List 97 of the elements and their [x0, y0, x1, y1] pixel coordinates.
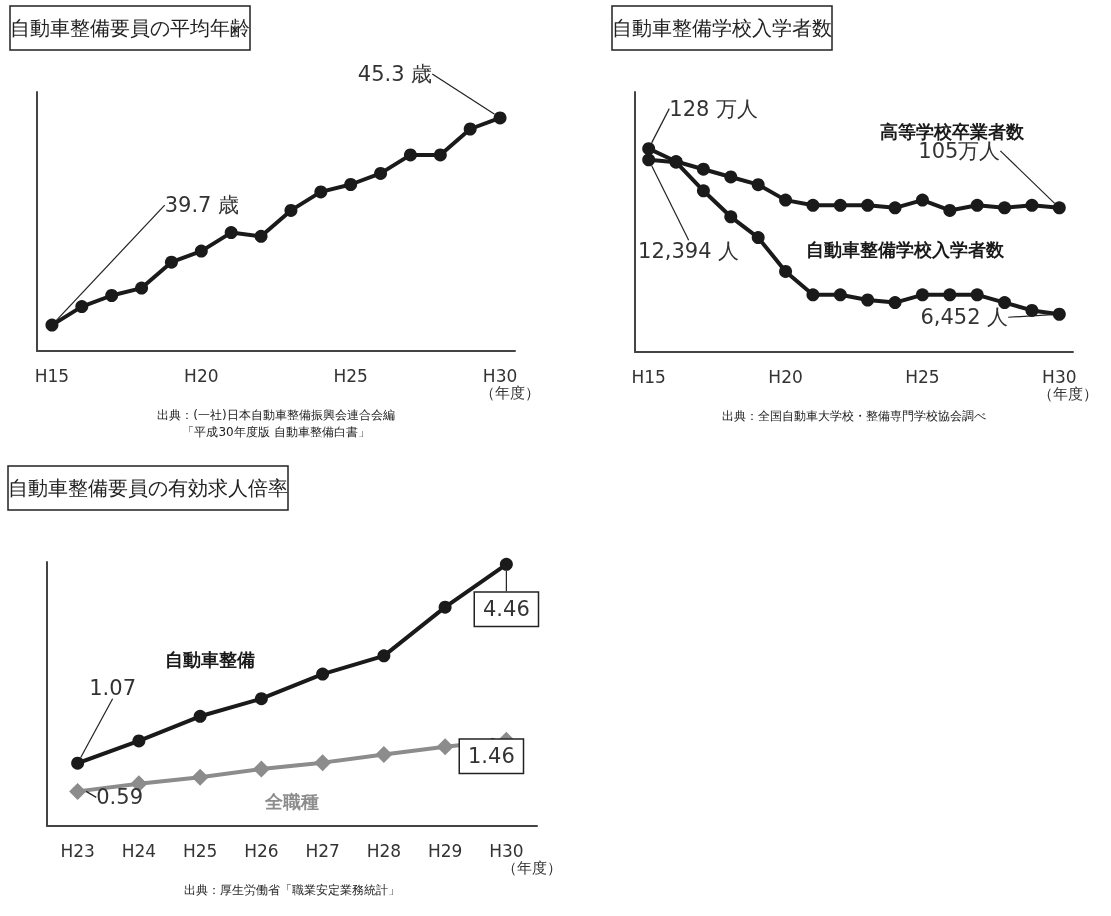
point: [314, 754, 332, 772]
point: [375, 745, 393, 763]
point: [861, 293, 875, 307]
point: [779, 193, 793, 207]
point: [915, 288, 929, 302]
point: [438, 600, 452, 614]
point: [71, 756, 85, 770]
point: [433, 148, 447, 162]
x-tick-label: H27: [305, 840, 340, 861]
point: [224, 226, 238, 240]
point: [191, 768, 209, 786]
x-tick-label: H29: [427, 840, 463, 861]
point: [284, 203, 298, 217]
x-axis-title: （年度）: [1038, 384, 1098, 403]
x-tick-label: H25: [182, 840, 218, 861]
point: [1052, 307, 1066, 321]
x-tick-label: H30: [1042, 366, 1077, 387]
series-label: 自動車整備: [165, 648, 255, 670]
x-axis-title: （年度）: [480, 383, 540, 402]
point: [436, 738, 454, 756]
point: [970, 288, 984, 302]
point: [806, 288, 820, 302]
point: [751, 231, 765, 245]
data-label: 128 万人: [669, 96, 759, 121]
point: [344, 178, 358, 191]
chart-title: 自動車整備要員の有効求人倍率: [8, 476, 288, 500]
point: [915, 193, 929, 207]
point: [135, 281, 149, 295]
x-tick-label: H28: [366, 840, 402, 861]
x-tick-label: H20: [184, 365, 219, 386]
point: [463, 122, 477, 136]
point: [132, 734, 146, 748]
chart-title: 自動車整備学校入学者数: [612, 16, 832, 40]
x-tick-label: H20: [768, 366, 803, 387]
point: [888, 201, 902, 215]
point: [75, 300, 89, 314]
point: [1025, 303, 1039, 317]
point: [252, 760, 270, 778]
point: [943, 288, 957, 302]
data-label: 0.59: [96, 785, 144, 810]
point: [888, 296, 902, 310]
point: [806, 198, 820, 212]
point: [164, 255, 178, 269]
data-label: 6,452 人: [920, 305, 1009, 330]
point: [193, 709, 207, 723]
chart-title: 自動車整備要員の平均年齢: [10, 16, 250, 40]
point: [105, 289, 119, 302]
x-tick-label: H15: [631, 366, 666, 387]
point: [833, 288, 847, 302]
x-tick-label: H23: [60, 840, 95, 861]
point: [751, 178, 765, 192]
point: [943, 203, 957, 217]
data-label: 12,394 人: [638, 238, 740, 263]
point: [642, 153, 656, 167]
x-tick-label: H26: [244, 840, 279, 861]
source-note: 出典：(一社)日本自動車整備振興会連合会編: [157, 408, 395, 422]
point: [374, 166, 388, 180]
data-label: 39.7 歳: [164, 193, 240, 218]
series-label: 自動車整備学校入学者数: [806, 238, 1005, 260]
point: [861, 198, 875, 212]
text: 「平成30年度版 自動車整備白書」: [182, 425, 370, 439]
point: [403, 148, 417, 162]
point: [69, 782, 87, 800]
point: [316, 667, 330, 681]
x-tick-label: H30: [482, 365, 518, 386]
point: [696, 162, 710, 176]
point: [194, 244, 208, 258]
point: [779, 264, 793, 278]
point: [696, 184, 710, 198]
point: [499, 557, 513, 571]
data-label: 4.46: [482, 597, 530, 622]
point: [377, 649, 391, 663]
point: [45, 318, 59, 332]
x-tick-label: H25: [905, 366, 940, 387]
data-label: 1.07: [89, 676, 137, 701]
point: [254, 692, 268, 706]
point: [493, 111, 507, 125]
source-note: 出典：厚生労働省「職業安定業務統計」: [184, 883, 400, 897]
point: [970, 198, 984, 212]
point: [254, 229, 268, 243]
series-label: 全職種: [264, 790, 319, 812]
x-tick-label: H15: [34, 365, 70, 386]
x-axis-title: （年度）: [502, 858, 562, 877]
point: [314, 185, 328, 199]
data-label: 45.3 歳: [357, 61, 433, 86]
point: [1052, 201, 1066, 215]
x-tick-label: H25: [333, 365, 368, 386]
data-label: 1.46: [467, 744, 515, 769]
point: [998, 201, 1012, 215]
point: [1025, 198, 1039, 212]
source-note: 出典：全国自動車大学校・整備専門学校協会調べ: [722, 409, 986, 423]
x-tick-label: H30: [489, 840, 524, 861]
point: [833, 198, 847, 212]
x-tick-label: H24: [121, 840, 157, 861]
point: [724, 210, 738, 224]
point: [724, 170, 738, 184]
point: [642, 142, 656, 156]
